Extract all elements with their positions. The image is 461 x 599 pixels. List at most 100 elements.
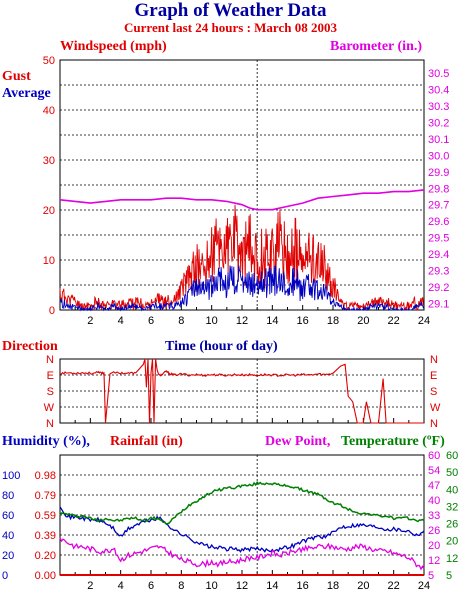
climate-x-tick-label: 4 — [118, 580, 124, 592]
direction-y-label-right: W — [430, 402, 441, 414]
wind-x-tick-label: 10 — [206, 315, 218, 327]
x-axis-label: Time (hour of day) — [165, 339, 278, 354]
temperature-y-tick-label: 5 — [446, 570, 452, 582]
wind-x-tick-label: 8 — [178, 315, 184, 327]
wind-y-tick-label: 40 — [43, 105, 55, 117]
climate-x-tick-label: 10 — [206, 580, 218, 592]
direction-series-line — [59, 358, 424, 424]
wind-x-tick-label: 4 — [118, 315, 124, 327]
chart-subtitle: Current last 24 hours : March 08 2003 — [124, 20, 337, 35]
baro-y-tick-label: 29.6 — [428, 216, 449, 228]
baro-y-tick-label: 29.8 — [428, 183, 449, 195]
climate-x-tick-label: 14 — [266, 580, 278, 592]
climate-x-tick-label: 18 — [327, 580, 339, 592]
dewpoint-axis-label: Dew Point, — [265, 434, 330, 449]
climate-x-tick-label: 20 — [357, 580, 369, 592]
wind-y-tick-label: 0 — [49, 305, 55, 317]
climate-x-tick-label: 12 — [236, 580, 248, 592]
baro-y-tick-label: 30.2 — [428, 118, 449, 130]
direction-label: Direction — [2, 339, 58, 354]
direction-y-label-left: E — [47, 370, 54, 382]
wind-x-tick-label: 2 — [87, 315, 93, 327]
dewpoint-y-tick-label: 54 — [428, 465, 440, 477]
wind-x-tick-label: 18 — [327, 315, 339, 327]
rainfall-y-tick-label: 0.00 — [35, 570, 56, 582]
climate-x-tick-label: 8 — [178, 580, 184, 592]
temperature-y-tick-label: 26 — [446, 519, 458, 531]
wind-x-tick-label: 24 — [418, 315, 430, 327]
direction-y-label-right: N — [430, 418, 438, 430]
temperature-y-tick-label: 50 — [446, 467, 458, 479]
dewpoint-y-tick-label: 12 — [428, 555, 440, 567]
wind-y-tick-label: 20 — [43, 205, 55, 217]
baro-y-tick-label: 29.9 — [428, 167, 449, 179]
climate-x-tick-label: 24 — [418, 580, 430, 592]
baro-y-tick-label: 29.5 — [428, 233, 449, 245]
temperature-series-line — [59, 481, 425, 525]
humidity-y-tick-label: 20 — [2, 550, 14, 562]
humidity-series-line — [59, 506, 425, 553]
humidity-y-tick-label: 100 — [2, 470, 20, 482]
rainfall-y-tick-label: 0.59 — [35, 510, 56, 522]
temperature-y-tick-label: 20 — [446, 536, 458, 548]
climate-x-tick-label: 6 — [148, 580, 154, 592]
direction-y-label-left: N — [46, 418, 54, 430]
rainfall-axis-label: Rainfall (in) — [110, 434, 183, 449]
humidity-y-tick-label: 60 — [2, 510, 14, 522]
baro-y-tick-label: 30.5 — [428, 68, 449, 80]
baro-y-tick-label: 29.4 — [428, 249, 449, 261]
humidity-y-tick-label: 80 — [2, 490, 14, 502]
humidity-axis-label: Humidity (%), — [2, 434, 90, 449]
rainfall-y-tick-label: 0.39 — [35, 530, 56, 542]
direction-y-label-left: N — [46, 354, 54, 366]
dewpoint-y-tick-label: 20 — [428, 540, 440, 552]
legend-gust: Gust — [2, 69, 31, 84]
baro-y-tick-label: 29.1 — [428, 298, 449, 310]
legend-average: Average — [2, 86, 51, 101]
dewpoint-y-tick-label: 5 — [428, 570, 434, 582]
temperature-axis-label: Temperature (ºF) — [341, 434, 445, 449]
temperature-y-tick-label: 60 — [446, 450, 458, 462]
dewpoint-y-tick-label: 40 — [428, 495, 440, 507]
wind-y-tick-label: 10 — [43, 255, 55, 267]
barometer-series-line — [59, 189, 425, 211]
direction-y-label-right: S — [430, 386, 437, 398]
wind-x-tick-label: 20 — [357, 315, 369, 327]
windspeed-axis-label: Windspeed (mph) — [60, 39, 167, 54]
rainfall-y-tick-label: 0.20 — [35, 550, 56, 562]
wind-x-tick-label: 22 — [388, 315, 400, 327]
gust-series-line — [59, 204, 424, 312]
climate-x-tick-label: 16 — [297, 580, 309, 592]
barometer-axis-label: Barometer (in.) — [330, 39, 422, 54]
climate-x-tick-label: 22 — [388, 580, 400, 592]
rainfall-y-tick-label: 0.98 — [35, 470, 56, 482]
temperature-y-tick-label: 12 — [446, 553, 458, 565]
dewpoint-series-line — [59, 537, 425, 571]
wind-y-tick-label: 50 — [43, 55, 55, 67]
rainfall-y-tick-label: 0.79 — [35, 490, 56, 502]
direction-y-label-left: S — [47, 386, 54, 398]
temperature-y-tick-label: 32 — [446, 501, 458, 513]
direction-y-label-left: W — [44, 402, 55, 414]
climate-x-tick-label: 2 — [87, 580, 93, 592]
dewpoint-y-tick-label: 60 — [428, 450, 440, 462]
direction-y-label-right: N — [430, 354, 438, 366]
baro-y-tick-label: 30.4 — [428, 85, 449, 97]
direction-y-label-right: E — [430, 370, 437, 382]
dewpoint-y-tick-label: 26 — [428, 525, 440, 537]
wind-x-tick-label: 14 — [266, 315, 278, 327]
dewpoint-y-tick-label: 33 — [428, 510, 440, 522]
chart-title: Graph of Weather Data — [134, 0, 327, 21]
humidity-y-tick-label: 0 — [2, 570, 8, 582]
baro-y-tick-label: 30.0 — [428, 150, 449, 162]
baro-y-tick-label: 29.7 — [428, 200, 449, 212]
temperature-y-tick-label: 40 — [446, 484, 458, 496]
baro-y-tick-label: 30.3 — [428, 101, 449, 113]
baro-y-tick-label: 29.3 — [428, 266, 449, 278]
wind-x-tick-label: 12 — [236, 315, 248, 327]
dewpoint-y-tick-label: 47 — [428, 480, 440, 492]
baro-y-tick-label: 30.1 — [428, 134, 449, 146]
baro-y-tick-label: 29.2 — [428, 282, 449, 294]
humidity-y-tick-label: 40 — [2, 530, 14, 542]
